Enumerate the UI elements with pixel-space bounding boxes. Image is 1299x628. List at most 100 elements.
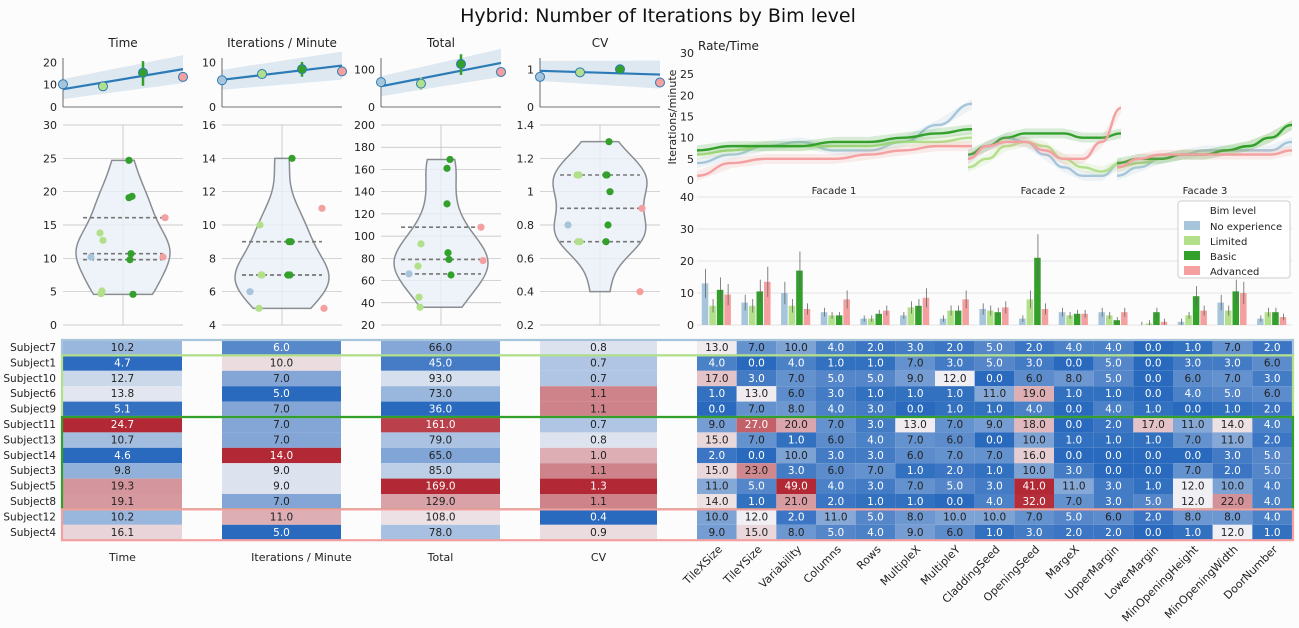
y-tick-label: 100 — [354, 63, 375, 76]
heat-value: 10.7 — [111, 434, 134, 446]
heat-value: 0.0 — [1145, 373, 1162, 385]
regression-line — [380, 61, 502, 88]
heat-cell — [816, 432, 856, 448]
bar — [1177, 321, 1185, 325]
heat-cell — [1252, 524, 1292, 541]
heat-cell — [63, 509, 182, 525]
legend: Bim level No experience Limited Basic Advanc… — [1177, 200, 1291, 279]
violin-point — [405, 270, 413, 278]
heat-cell — [736, 494, 777, 510]
violin-point — [417, 240, 425, 248]
heat-cell — [381, 524, 500, 541]
heat-cell — [935, 463, 975, 479]
heat-cell — [855, 432, 896, 448]
heat-cell — [540, 478, 657, 494]
summary-panel: CV 0 1 — [527, 36, 665, 114]
bar — [1034, 257, 1041, 325]
heat-value: 0.0 — [1145, 342, 1162, 354]
heat-cell — [1173, 432, 1213, 448]
heat-value: 4.0 — [1264, 419, 1281, 431]
heat-cell — [736, 355, 777, 371]
heat-cell — [974, 509, 1015, 525]
violin-point — [284, 271, 292, 279]
heat-value: 1.0 — [1184, 527, 1201, 539]
heat-cell — [974, 478, 1015, 494]
bar — [1113, 320, 1121, 325]
y-tick-label: 10 — [43, 252, 57, 265]
category-label: MargeX — [1043, 543, 1082, 582]
bar — [709, 305, 716, 325]
heat-cell — [1212, 432, 1253, 448]
rate-curve — [1116, 149, 1293, 169]
y-tick-label: 0.8 — [517, 219, 535, 232]
heat-value: 8.0 — [1065, 373, 1082, 385]
heat-value: 5.0 — [273, 527, 290, 539]
violin-point — [126, 256, 134, 264]
summary-point — [535, 71, 545, 82]
heat-value: 10.0 — [705, 511, 728, 523]
bar — [1240, 293, 1247, 325]
violin-point — [443, 200, 451, 208]
bar — [1185, 315, 1192, 325]
heat-cell — [974, 447, 1015, 464]
heat-cell — [736, 478, 777, 494]
heat-value: 14.0 — [270, 450, 293, 462]
heat-cell — [697, 463, 737, 479]
heat-value: 3.0 — [1105, 496, 1122, 508]
heat-cell — [1212, 386, 1253, 402]
violin-point — [318, 204, 326, 212]
heat-cell — [816, 355, 856, 371]
bar — [796, 270, 803, 325]
violin-point — [479, 256, 487, 265]
heat-value: 1.0 — [1065, 434, 1082, 446]
heat-value: 1.0 — [907, 496, 924, 508]
y-tick-label: 8 — [209, 252, 216, 265]
heat-value: 4.0 — [827, 342, 844, 354]
heat-cell — [974, 386, 1015, 402]
heat-cell — [1252, 432, 1292, 448]
summary-point — [337, 66, 347, 77]
heat-cell — [381, 370, 500, 387]
legend-swatch — [1184, 221, 1200, 230]
heat-cell — [1173, 417, 1213, 433]
bar — [1121, 312, 1128, 325]
heat-cell — [935, 432, 975, 448]
heat-cell — [222, 494, 341, 510]
y-tick-label: 12 — [202, 186, 216, 199]
heat-cell — [1173, 463, 1213, 479]
heat-cell — [1093, 432, 1134, 448]
heat-value: 4.0 — [708, 357, 725, 369]
heat-value: 6.0 — [788, 388, 805, 400]
heat-cell — [816, 447, 856, 464]
heat-cell — [222, 447, 341, 464]
heat-value: 1.1 — [590, 465, 607, 477]
heat-cell — [776, 524, 816, 541]
y-tick-label: 120 — [354, 208, 375, 221]
heat-value: 3.0 — [1184, 357, 1201, 369]
heat-value: 5.0 — [1264, 450, 1281, 462]
subject-label: Subject4 — [10, 527, 56, 539]
heat-cell — [736, 401, 777, 417]
heat-cell — [1014, 447, 1054, 464]
heat-value: 41.0 — [1022, 481, 1045, 493]
summary-point — [655, 77, 665, 88]
y-tick-label: 140 — [354, 186, 375, 199]
heat-cell — [935, 401, 975, 417]
bar — [1279, 317, 1287, 325]
heat-cell — [1054, 447, 1094, 464]
heat-value: 1.0 — [708, 388, 725, 400]
heat-cell — [895, 417, 935, 433]
violin-point — [255, 304, 263, 312]
heat-value: 1.0 — [867, 388, 884, 400]
heat-value: 1.0 — [788, 434, 805, 446]
heat-cell — [1014, 355, 1054, 371]
y-tick-label: 10 — [43, 79, 57, 92]
heat-value: 15.0 — [705, 465, 728, 477]
violin-panel: 20 40 60 80 100 120 140 160 180 200 — [354, 119, 501, 332]
heat-value: 1.0 — [1105, 388, 1122, 400]
heat-cell — [1212, 340, 1253, 356]
regression-band — [540, 60, 660, 89]
rate-curve — [967, 140, 1122, 173]
heat-value: 14.0 — [1221, 419, 1244, 431]
heat-cell — [1054, 509, 1094, 525]
